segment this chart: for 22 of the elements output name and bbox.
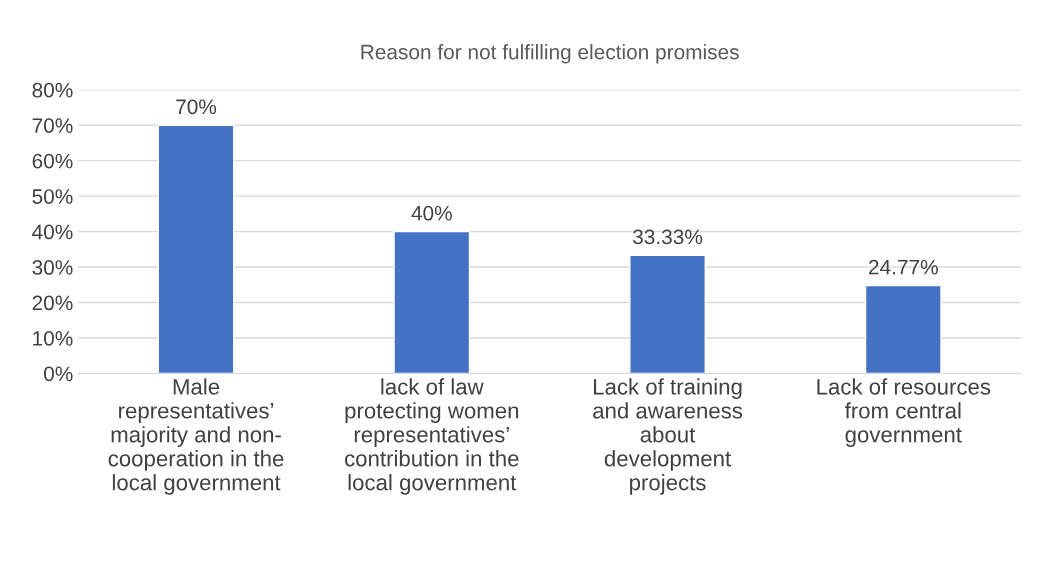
- y-tick-label: 30%: [32, 260, 73, 275]
- x-tick-label: Lack of resources from central government: [817, 378, 991, 447]
- bar: [393, 230, 471, 374]
- y-tick-label: 80%: [32, 82, 73, 98]
- x-tick-label: Male representatives’ majority and non- cooperation in the local government: [108, 378, 284, 495]
- y-tick-label: 40%: [32, 224, 73, 240]
- x-tick-label: Lack of training and awareness about development projects: [593, 378, 743, 495]
- x-tick-label: lack of law protecting women representatives’ contribution in the local government: [345, 378, 519, 495]
- y-tick-label: 50%: [32, 189, 73, 204]
- y-tick-label: 60%: [32, 153, 73, 169]
- y-tick-label: 10%: [33, 330, 73, 346]
- bar: [629, 254, 706, 374]
- bar: [157, 124, 235, 374]
- y-tick-label: 0%: [43, 366, 73, 382]
- data-label: 70%: [176, 99, 217, 115]
- chart-title: Reason for not fulfilling election promises: [361, 44, 739, 64]
- bar: [864, 284, 942, 374]
- data-label: 33.33%: [633, 229, 703, 245]
- data-label: 24.77%: [869, 259, 938, 275]
- y-tick-label: 70%: [32, 118, 73, 133]
- y-tick-label: 20%: [32, 295, 73, 311]
- data-label: 40%: [411, 205, 452, 221]
